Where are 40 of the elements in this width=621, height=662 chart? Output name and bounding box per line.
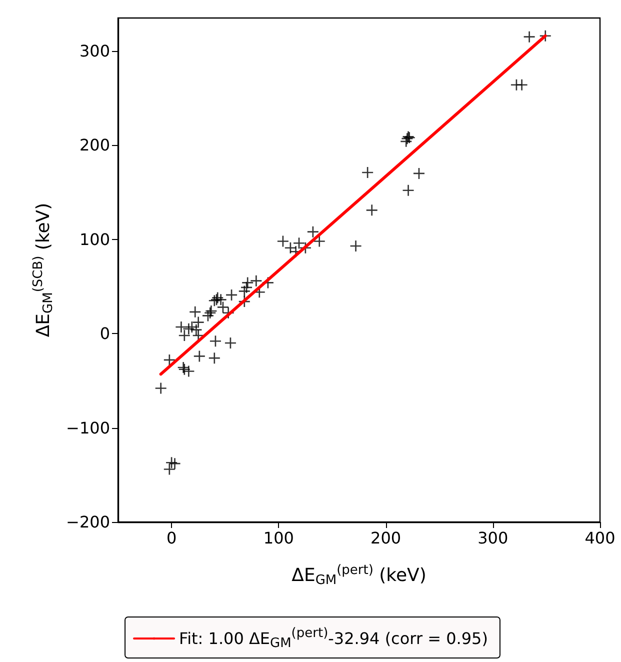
x-tick-label: 0 — [166, 528, 177, 548]
point — [294, 238, 305, 249]
point — [190, 324, 202, 336]
y-tick-label: 0 — [100, 324, 110, 344]
point — [169, 458, 180, 470]
point — [155, 382, 166, 394]
point — [307, 226, 318, 238]
point — [215, 294, 226, 306]
point — [366, 204, 378, 216]
point — [190, 306, 201, 318]
x-tick-label: 300 — [478, 528, 508, 548]
point — [208, 352, 220, 364]
point — [183, 366, 194, 377]
x-tick-label: 200 — [370, 528, 402, 548]
y-axis-title: ΔEGM(SCB) (keV) — [31, 202, 56, 338]
point — [192, 316, 204, 328]
y-tick-label: 200 — [79, 136, 110, 155]
point — [314, 236, 325, 247]
point — [242, 277, 254, 288]
point — [277, 236, 288, 247]
point — [238, 286, 250, 297]
point — [210, 336, 221, 347]
x-tick-label: 100 — [263, 528, 294, 548]
point — [176, 321, 187, 332]
point — [178, 330, 190, 341]
y-tick-label: −100 — [66, 418, 110, 438]
point — [183, 323, 194, 334]
point — [208, 295, 220, 306]
point — [402, 184, 414, 196]
y-tick-label: 300 — [79, 41, 110, 60]
x-tick-label: 400 — [584, 528, 616, 548]
point — [350, 240, 362, 252]
point — [164, 464, 175, 475]
y-tick-label: 100 — [79, 230, 110, 249]
y-tick-label: −200 — [66, 512, 110, 532]
point — [217, 302, 228, 313]
point — [516, 79, 528, 90]
point — [194, 350, 205, 362]
point — [250, 275, 262, 286]
point — [524, 31, 535, 42]
